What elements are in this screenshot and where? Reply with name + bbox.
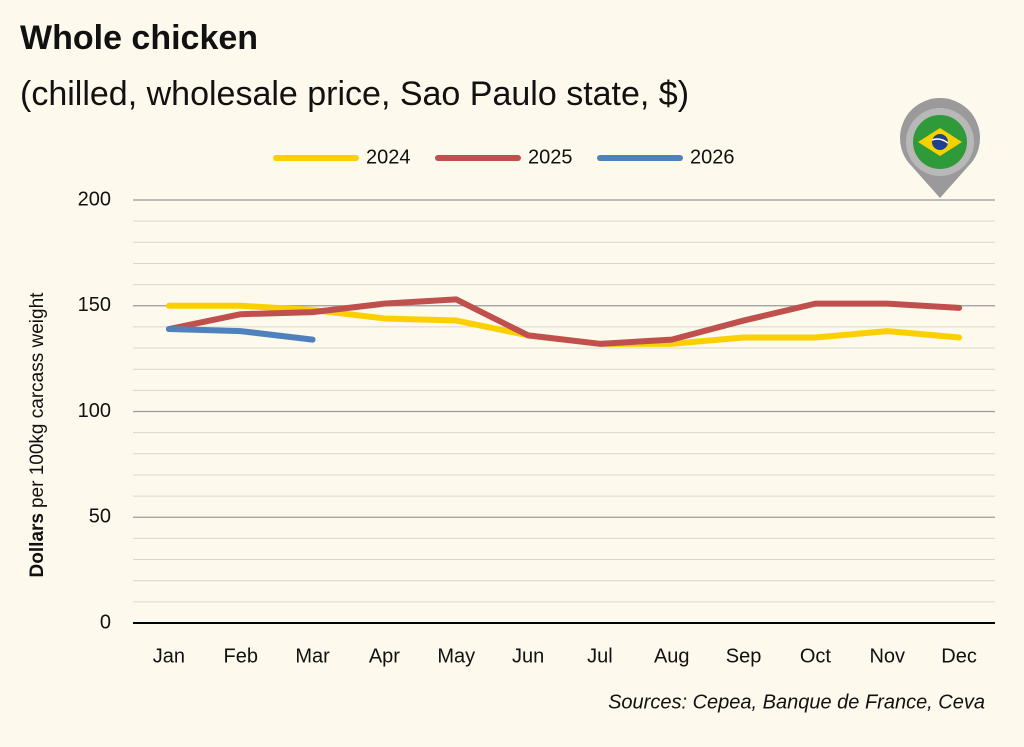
chart-title: Whole chicken [20,19,258,57]
chart-subtitle: (chilled, wholesale price, Sao Paulo sta… [20,75,689,113]
x-tick-label: Sep [726,645,762,667]
x-tick-label: Feb [224,645,258,667]
y-tick-label: 0 [100,611,111,633]
y-tick-label: 150 [78,294,111,316]
series-line [165,296,963,347]
source: Sources: Cepea, Banque de France, Ceva [608,691,985,713]
x-tick-label: Jul [587,645,613,667]
y-tick-label: 50 [89,506,111,528]
legend-label: 2024 [366,146,411,168]
y-axis-label-bold: Dollars [27,513,48,577]
x-tick-label: Oct [800,645,832,667]
flag-pin [899,98,980,198]
x-tick-label: Aug [654,645,690,667]
x-tick-label: May [437,645,475,667]
x-tick-label: Nov [869,645,905,667]
x-tick-label: Mar [295,645,330,667]
x-tick-label: Dec [941,645,977,667]
y-tick-label: 100 [78,400,111,422]
y-axis-label: Dollars per 100kg carcass weight [27,292,48,578]
legend-label: 2026 [690,146,735,168]
x-tick-label: Jan [153,645,185,667]
x-tick-label: Apr [369,645,400,667]
y-tick-label: 200 [78,188,111,210]
legend-label: 2025 [528,146,573,168]
series-line [165,326,316,343]
x-tick-label: Jun [512,645,544,667]
y-axis-label-rest: per 100kg carcass weight [27,292,48,508]
